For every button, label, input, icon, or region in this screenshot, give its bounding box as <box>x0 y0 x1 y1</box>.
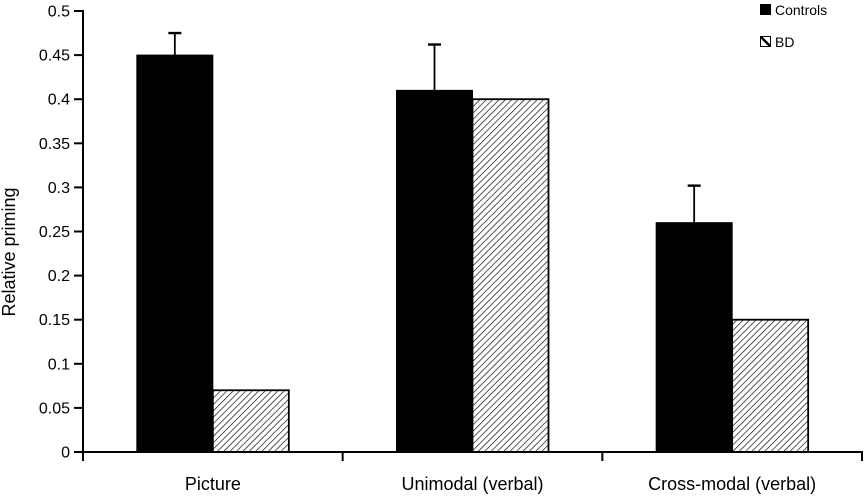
y-tick-label: 0.35 <box>39 136 70 153</box>
legend: Controls BD <box>760 2 827 66</box>
y-tick-label: 0.1 <box>48 356 70 373</box>
legend-label-bd: BD <box>775 33 795 50</box>
y-tick-label: 0.5 <box>48 4 70 21</box>
x-category-label-unimodal-verbal: Unimodal (verbal) <box>401 474 543 494</box>
y-tick-label: 0.3 <box>48 180 70 197</box>
legend-label-controls: Controls <box>775 1 828 18</box>
y-axis-title: Relative priming <box>0 187 19 316</box>
x-category-label-cross-modal-verbal: Cross-modal (verbal) <box>648 474 816 494</box>
bar-bd-cross-modal-verbal <box>732 319 809 452</box>
legend-item-controls: Controls <box>760 1 828 18</box>
bar-controls-unimodal-verbal <box>396 89 473 453</box>
bd-hatch-swatch-icon <box>760 36 771 47</box>
bar-controls-picture <box>136 54 214 453</box>
legend-item-bd: BD <box>760 33 827 50</box>
y-tick-label: 0.2 <box>48 268 70 285</box>
y-tick-label: 0.4 <box>48 92 70 109</box>
y-tick-label: 0.05 <box>39 400 70 417</box>
bar-bd-unimodal-verbal <box>472 99 549 452</box>
bar-controls-cross-modal-verbal <box>655 222 733 453</box>
y-tick-label: 0.15 <box>39 312 70 329</box>
y-tick-label: 0.25 <box>39 224 70 241</box>
y-tick-label: 0.45 <box>39 48 70 65</box>
controls-solid-swatch-icon <box>760 4 771 15</box>
x-category-label-picture: Picture <box>185 474 241 494</box>
bar-bd-picture <box>212 390 289 452</box>
y-tick-label: 0 <box>61 445 70 462</box>
